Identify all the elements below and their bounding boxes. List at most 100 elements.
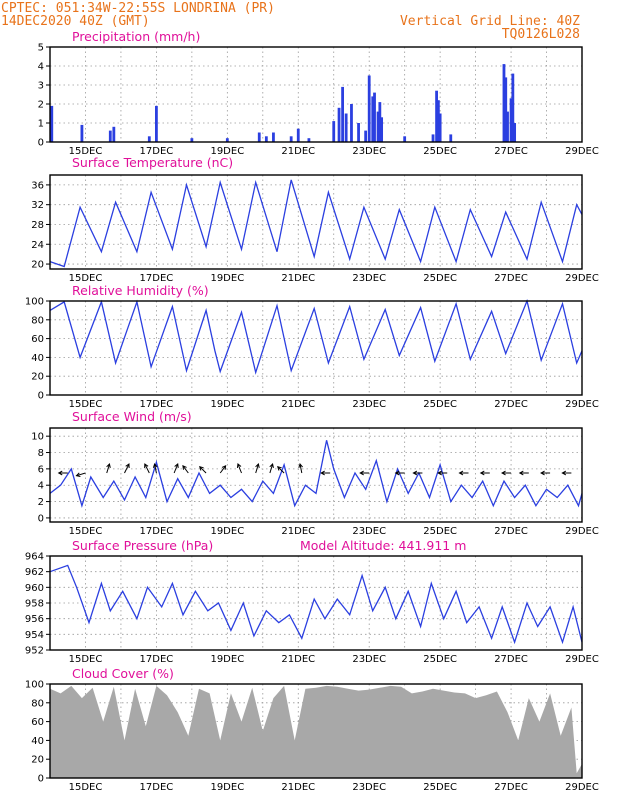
y-tick-label: 6 xyxy=(38,464,44,475)
panel-3: 0 20 40 60 80 100 15DEC 17DEC 19DEC 21DEC 23DEC 25D… xyxy=(25,283,599,410)
precip-bar xyxy=(341,86,344,142)
x-tick-label: 21DEC xyxy=(281,526,315,537)
x-tick-label: 27DEC xyxy=(494,146,528,157)
x-tick-label: 17DEC xyxy=(140,654,174,665)
precip-bar xyxy=(380,117,384,142)
wind-arrow-head xyxy=(320,470,325,476)
y-tick-label: 28 xyxy=(31,220,44,231)
wind-arrow xyxy=(154,463,157,474)
header-grid-note: Vertical Grid Line: 40Z xyxy=(400,14,580,29)
wind-arrow-head xyxy=(106,463,111,469)
precip-bar xyxy=(435,90,438,142)
wind-arrow-head xyxy=(75,472,81,478)
y-tick-label: 5 xyxy=(38,43,44,54)
panel-title: Cloud Cover (%) xyxy=(72,666,174,681)
precip-bar xyxy=(112,126,116,142)
y-tick-label: 32 xyxy=(31,200,44,211)
header-model-id: TQ0126L028 xyxy=(502,27,580,42)
precip-bar xyxy=(147,136,151,142)
y-tick-label: 962 xyxy=(25,567,44,578)
panel-title: Surface Pressure (hPa) xyxy=(72,538,213,553)
x-tick-label: 23DEC xyxy=(352,146,386,157)
precip-bar xyxy=(350,104,353,142)
precip-bar xyxy=(504,77,508,142)
wind-arrow-head xyxy=(57,470,63,476)
precip-bar xyxy=(50,105,54,142)
precip-bar xyxy=(502,64,506,142)
wind-arrow-head xyxy=(236,463,242,469)
precip-bar xyxy=(307,138,311,142)
header-line1: CPTEC: 051:34W-22:55S LONDRINA (PR) xyxy=(1,1,275,16)
wind-arrows xyxy=(57,462,572,478)
y-tick-label: 100 xyxy=(25,297,44,308)
x-tick-label: 25DEC xyxy=(423,273,457,284)
wind-arrow xyxy=(76,472,86,477)
series-line xyxy=(49,440,583,508)
x-tick-label: 19DEC xyxy=(210,273,244,284)
precip-bar xyxy=(378,102,382,142)
x-tick-label: 17DEC xyxy=(140,273,174,284)
precip-bar xyxy=(438,113,442,142)
x-tick-label: 19DEC xyxy=(210,526,244,537)
y-tick-label: 20 xyxy=(31,755,44,766)
x-tick-label: 27DEC xyxy=(494,526,528,537)
wind-arrow-head xyxy=(501,470,506,476)
x-tick-label: 23DEC xyxy=(352,399,386,410)
y-tick-label: 0 xyxy=(38,391,44,402)
x-tick-label: 21DEC xyxy=(281,146,315,157)
y-tick-label: 2 xyxy=(38,100,44,111)
wind-arrow xyxy=(255,463,259,474)
y-tick-label: 0 xyxy=(38,774,44,785)
x-tick-label: 29DEC xyxy=(565,782,599,793)
panel-title: Surface Wind (m/s) xyxy=(72,409,192,424)
panel-annotation: Model Altitude: 441.911 m xyxy=(300,538,466,553)
precip-bar xyxy=(376,111,380,142)
wind-arrow xyxy=(106,463,110,474)
y-tick-label: 60 xyxy=(31,334,44,345)
wind-arrow-head xyxy=(182,464,187,470)
y-tick-label: 36 xyxy=(31,180,44,191)
series-line xyxy=(49,179,583,268)
x-tick-label: 25DEC xyxy=(423,526,457,537)
x-tick-label: 29DEC xyxy=(565,399,599,410)
panel-frame xyxy=(49,46,583,143)
precip-bar xyxy=(431,134,435,142)
x-tick-label: 23DEC xyxy=(352,654,386,665)
y-tick-label: 4 xyxy=(38,62,44,73)
wind-arrow xyxy=(269,463,274,474)
y-tick-label: 40 xyxy=(31,736,44,747)
wind-arrow-head xyxy=(540,470,545,476)
precip-bar xyxy=(155,105,158,142)
precip-bar xyxy=(357,123,360,142)
panel-frame xyxy=(49,555,583,651)
x-tick-label: 15DEC xyxy=(69,273,103,284)
x-tick-label: 23DEC xyxy=(352,273,386,284)
wind-arrow-head xyxy=(174,463,179,469)
x-tick-label: 15DEC xyxy=(69,526,103,537)
y-tick-label: 20 xyxy=(31,372,44,383)
x-tick-label: 25DEC xyxy=(423,654,457,665)
precip-bar xyxy=(436,100,440,142)
precip-bar xyxy=(337,107,341,142)
precip-bar xyxy=(257,132,261,142)
x-tick-label: 17DEC xyxy=(140,526,174,537)
x-tick-label: 27DEC xyxy=(494,654,528,665)
wind-arrow-head xyxy=(394,470,400,476)
precip-bar xyxy=(108,130,112,142)
wind-arrow-head xyxy=(199,465,204,471)
x-tick-label: 29DEC xyxy=(565,526,599,537)
panel-5: 952 954 956 958 960 962 964 15DEC 17DEC 19DEC 21DE… xyxy=(25,538,599,665)
precip-bar xyxy=(506,111,509,142)
precip-bar xyxy=(289,136,293,142)
x-tick-label: 17DEC xyxy=(140,399,174,410)
wind-arrow-head xyxy=(152,462,158,468)
panel-frame xyxy=(49,427,583,523)
x-tick-label: 19DEC xyxy=(210,146,244,157)
precip-bar xyxy=(364,130,368,142)
x-tick-label: 15DEC xyxy=(69,782,103,793)
x-tick-label: 21DEC xyxy=(281,399,315,410)
y-tick-label: 964 xyxy=(25,552,44,563)
panel-frame xyxy=(49,174,583,270)
y-tick-label: 24 xyxy=(31,240,44,251)
y-tick-label: 960 xyxy=(25,583,44,594)
